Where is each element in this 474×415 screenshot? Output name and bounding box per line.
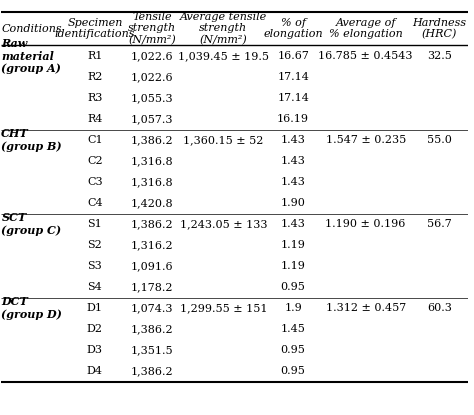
Text: 1,178.2: 1,178.2 [131, 282, 173, 292]
Text: 1,243.05 ± 133: 1,243.05 ± 133 [180, 219, 267, 229]
Text: 1,316.8: 1,316.8 [131, 177, 173, 187]
Text: R3: R3 [87, 93, 102, 103]
Text: 1,022.6: 1,022.6 [131, 51, 173, 61]
Text: 16.785 ± 0.4543: 16.785 ± 0.4543 [319, 51, 413, 61]
Text: 17.14: 17.14 [277, 93, 309, 103]
Text: 17.14: 17.14 [277, 72, 309, 82]
Text: D1: D1 [87, 303, 103, 313]
Text: 1,074.3: 1,074.3 [131, 303, 173, 313]
Text: R2: R2 [87, 72, 102, 82]
Text: 1,055.3: 1,055.3 [131, 93, 173, 103]
Text: Raw
material
(group A): Raw material (group A) [1, 38, 61, 74]
Text: S3: S3 [88, 261, 102, 271]
Text: 1,039.45 ± 19.5: 1,039.45 ± 19.5 [178, 51, 269, 61]
Text: Tensile
strength
(N/mm²): Tensile strength (N/mm²) [128, 12, 176, 45]
Text: 0.95: 0.95 [281, 282, 306, 292]
Text: C2: C2 [87, 156, 103, 166]
Text: 56.7: 56.7 [427, 219, 452, 229]
Text: 1,386.2: 1,386.2 [131, 324, 173, 334]
Text: C4: C4 [87, 198, 103, 208]
Text: 1.43: 1.43 [281, 219, 306, 229]
Text: CHT
(group B): CHT (group B) [1, 128, 62, 152]
Text: 1.43: 1.43 [281, 156, 306, 166]
Text: 1,386.2: 1,386.2 [131, 219, 173, 229]
Text: 1,386.2: 1,386.2 [131, 366, 173, 376]
Text: 0.95: 0.95 [281, 366, 306, 376]
Text: 1,386.2: 1,386.2 [131, 135, 173, 145]
Text: R4: R4 [87, 114, 102, 124]
Text: 1,316.8: 1,316.8 [131, 156, 173, 166]
Text: S4: S4 [88, 282, 102, 292]
Text: 1.19: 1.19 [281, 240, 306, 250]
Text: 1.45: 1.45 [281, 324, 306, 334]
Text: SCT
(group C): SCT (group C) [1, 212, 62, 236]
Text: 1,022.6: 1,022.6 [131, 72, 173, 82]
Text: S2: S2 [88, 240, 102, 250]
Text: 1,299.55 ± 151: 1,299.55 ± 151 [180, 303, 267, 313]
Text: % of
elongation: % of elongation [263, 18, 323, 39]
Text: 1,351.5: 1,351.5 [131, 345, 173, 355]
Text: Specimen
identifications: Specimen identifications [55, 18, 135, 39]
Text: 32.5: 32.5 [427, 51, 452, 61]
Text: C3: C3 [87, 177, 103, 187]
Text: 1,360.15 ± 52: 1,360.15 ± 52 [183, 135, 264, 145]
Text: 1.9: 1.9 [284, 303, 302, 313]
Text: D3: D3 [87, 345, 103, 355]
Text: Hardness
(HRC): Hardness (HRC) [412, 17, 467, 39]
Text: 1.190 ± 0.196: 1.190 ± 0.196 [326, 219, 406, 229]
Text: 0.95: 0.95 [281, 345, 306, 355]
Text: 16.67: 16.67 [277, 51, 309, 61]
Text: S1: S1 [88, 219, 102, 229]
Text: D4: D4 [87, 366, 103, 376]
Text: DCT
(group D): DCT (group D) [1, 296, 62, 320]
Text: 55.0: 55.0 [427, 135, 452, 145]
Text: C1: C1 [87, 135, 103, 145]
Text: 1.312 ± 0.457: 1.312 ± 0.457 [326, 303, 406, 313]
Text: 16.19: 16.19 [277, 114, 309, 124]
Text: 1.19: 1.19 [281, 261, 306, 271]
Text: D2: D2 [87, 324, 103, 334]
Text: Average tensile
strength
(N/mm²): Average tensile strength (N/mm²) [180, 12, 267, 45]
Text: Conditions: Conditions [1, 24, 62, 34]
Text: 60.3: 60.3 [427, 303, 452, 313]
Text: 1,420.8: 1,420.8 [131, 198, 173, 208]
Text: 1,057.3: 1,057.3 [131, 114, 173, 124]
Text: 1,091.6: 1,091.6 [131, 261, 173, 271]
Text: R1: R1 [87, 51, 102, 61]
Text: Average of
% elongation: Average of % elongation [329, 18, 402, 39]
Text: 1.43: 1.43 [281, 135, 306, 145]
Text: 1.43: 1.43 [281, 177, 306, 187]
Text: 1,316.2: 1,316.2 [131, 240, 173, 250]
Text: 1.90: 1.90 [281, 198, 306, 208]
Text: 1.547 ± 0.235: 1.547 ± 0.235 [326, 135, 406, 145]
